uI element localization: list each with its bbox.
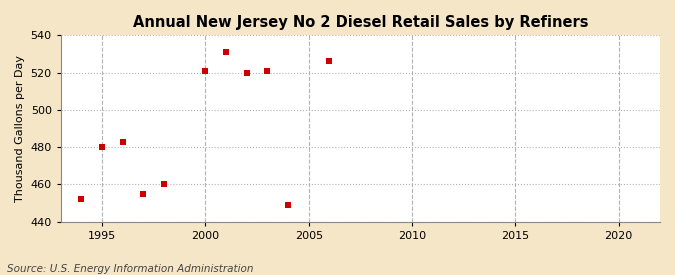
Title: Annual New Jersey No 2 Diesel Retail Sales by Refiners: Annual New Jersey No 2 Diesel Retail Sal… [133, 15, 588, 30]
Point [117, 139, 128, 144]
Point [76, 197, 87, 202]
Point [200, 68, 211, 73]
Point [97, 145, 107, 149]
Text: Source: U.S. Energy Information Administration: Source: U.S. Energy Information Administ… [7, 264, 253, 274]
Point [159, 182, 169, 187]
Point [262, 68, 273, 73]
Point [283, 203, 294, 207]
Point [138, 192, 149, 196]
Point [324, 59, 335, 64]
Y-axis label: Thousand Gallons per Day: Thousand Gallons per Day [15, 55, 25, 202]
Point [221, 50, 232, 54]
Point [242, 70, 252, 75]
